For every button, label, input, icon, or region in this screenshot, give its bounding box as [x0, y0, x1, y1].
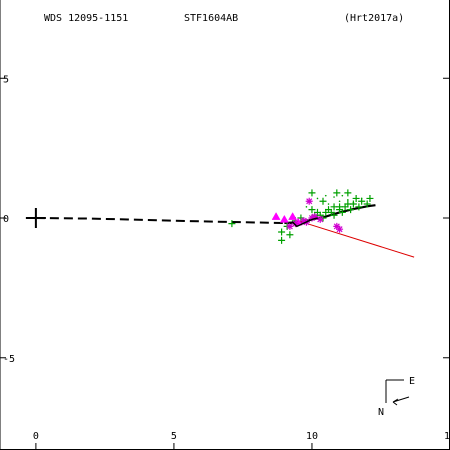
- plus-point: [308, 189, 316, 197]
- dot-point: [352, 201, 355, 204]
- plus-point: [228, 220, 236, 228]
- y-ticks: [0, 77, 449, 359]
- dot-point: [324, 194, 327, 197]
- plus-point: [278, 228, 286, 236]
- x-ticks: [35, 443, 450, 449]
- y-tick-label: 5: [3, 74, 9, 85]
- reference-code: (Hrt2017a): [344, 13, 404, 24]
- asterisk-point: [311, 213, 319, 221]
- plus-point: [333, 189, 341, 197]
- rectilinear-layer: [298, 220, 415, 258]
- asterisk-point: [308, 214, 316, 222]
- compass: E N: [378, 376, 415, 418]
- compass-east-label: E: [409, 376, 415, 387]
- compass-motion-arrow: [392, 396, 410, 406]
- x-tick-label: 10: [306, 431, 318, 442]
- plus-point: [338, 208, 346, 216]
- plus-point: [278, 236, 286, 244]
- dot-point: [316, 197, 319, 200]
- triangle-point: [279, 214, 289, 223]
- y-tick-labels: 5 0 -5: [3, 74, 15, 365]
- plus-point: [352, 194, 360, 202]
- dot-point: [327, 203, 330, 205]
- plus-point: [330, 211, 338, 219]
- asterisk-point: [305, 197, 313, 205]
- compass-north-label: N: [378, 407, 384, 418]
- asterisk-point: [300, 217, 308, 225]
- plus-point: [286, 231, 294, 239]
- asterisk-point: [336, 225, 344, 233]
- asterisk-point: [286, 222, 294, 230]
- plus-point: [355, 203, 363, 211]
- primary-star: [25, 208, 46, 229]
- discoverer-code: STF1604AB: [184, 13, 238, 24]
- wds-designation: WDS 12095-1151: [44, 13, 128, 24]
- plus-point: [319, 197, 327, 205]
- plus-point: [366, 194, 374, 202]
- primary-star-cross: [25, 208, 46, 229]
- asterisk-point: [316, 215, 324, 223]
- dot-point: [338, 200, 341, 203]
- y-tick-label: 0: [3, 214, 9, 225]
- y-tick-label: -5: [3, 354, 15, 365]
- dot-point: [305, 206, 308, 208]
- rectilinear-line: [298, 220, 415, 258]
- x-tick-label: 15: [444, 431, 450, 442]
- orbit-layer: [35, 204, 376, 225]
- asterisk-point: [333, 222, 341, 230]
- triangle-point: [271, 212, 281, 220]
- plus-point: [344, 189, 352, 197]
- x-tick-label: 0: [33, 431, 39, 442]
- dot-point: [333, 196, 335, 198]
- measurement-segment: [289, 217, 318, 228]
- x-tick-labels: 0 5 10 15: [33, 431, 450, 442]
- orbit-dashed-path: [35, 217, 301, 225]
- plus-point: [363, 200, 371, 208]
- dot-point: [360, 197, 363, 200]
- dot-point: [341, 194, 344, 197]
- asterisk-point: [291, 220, 299, 228]
- triangle-point: [288, 212, 298, 220]
- plus-point: [308, 206, 316, 214]
- x-tick-label: 5: [171, 431, 177, 442]
- dot-point: [347, 199, 349, 201]
- plus-point: [347, 206, 355, 214]
- plus-point: [349, 200, 357, 208]
- measurement-points: [228, 189, 374, 244]
